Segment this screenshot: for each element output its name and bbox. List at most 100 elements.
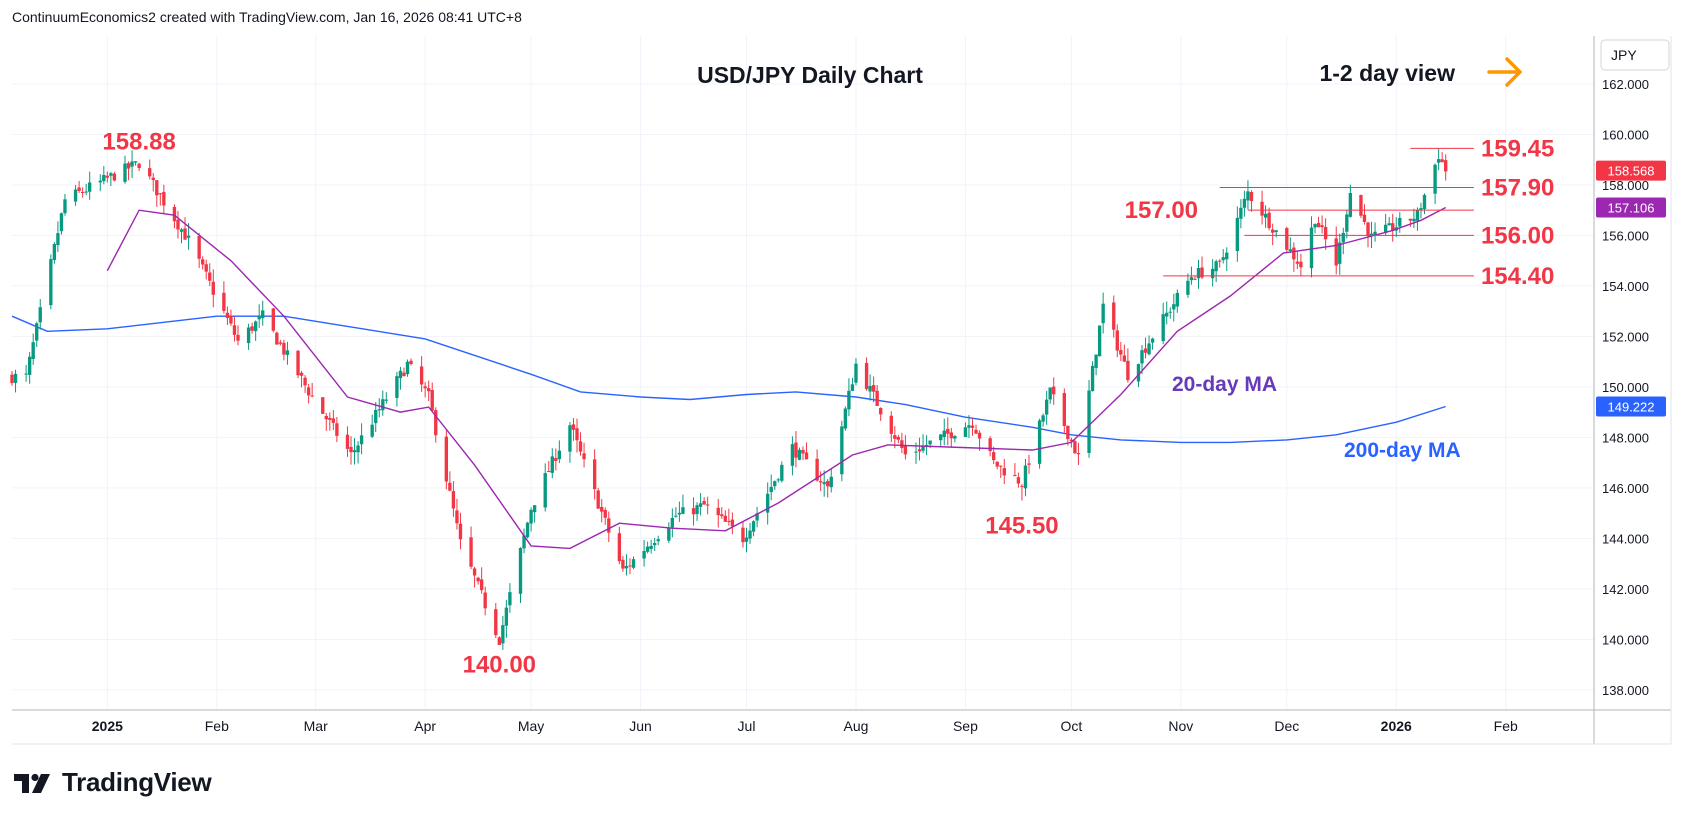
candle-body <box>748 530 752 539</box>
candle <box>1383 213 1388 235</box>
candle <box>451 481 456 517</box>
candle <box>543 463 547 512</box>
candle <box>1147 335 1151 356</box>
candle <box>748 522 752 544</box>
candle-body <box>939 434 943 441</box>
candle-body <box>578 441 583 452</box>
level-lines <box>1163 147 1474 277</box>
ma20-line <box>106 206 1447 550</box>
candle-body <box>299 372 304 376</box>
candle-body <box>963 427 968 437</box>
candle <box>381 390 385 416</box>
candle-body <box>769 486 773 493</box>
candle <box>236 325 240 346</box>
y-tick-label: 160.000 <box>1602 127 1649 142</box>
candle-body <box>794 442 798 458</box>
candle-body <box>893 435 897 439</box>
candle <box>151 172 155 192</box>
tradingview-logo[interactable]: TradingView <box>14 767 212 798</box>
candle-body <box>370 424 374 437</box>
candle-body <box>229 315 233 324</box>
candle <box>130 150 134 179</box>
candle-body <box>1041 415 1045 422</box>
candle <box>1433 163 1437 205</box>
candle-body <box>1285 228 1289 250</box>
candle-body <box>554 458 558 461</box>
candle <box>970 418 975 436</box>
candle <box>494 603 498 638</box>
candle-body <box>928 440 932 445</box>
candle-body <box>977 432 982 439</box>
candle-body <box>109 173 113 176</box>
candle-body <box>222 292 226 311</box>
candle <box>1002 458 1006 485</box>
candle-body <box>105 175 110 178</box>
candle-body <box>377 409 381 411</box>
candle <box>10 371 14 386</box>
candle-body <box>257 315 261 320</box>
level-label: 140.00 <box>463 651 536 678</box>
candle-body <box>423 386 427 389</box>
candle-body <box>24 373 28 375</box>
ma20-price-badge: 157.106 <box>1608 201 1655 216</box>
candle <box>1391 213 1395 242</box>
candle-body <box>1359 195 1363 216</box>
candle <box>1214 259 1218 283</box>
candle-body <box>455 510 459 524</box>
candle-body <box>448 482 452 491</box>
candle-body <box>211 281 215 295</box>
candle <box>56 221 60 253</box>
candle-body <box>310 395 314 397</box>
candle-body <box>1246 191 1250 201</box>
candle <box>939 434 943 448</box>
candle-body <box>1362 214 1367 222</box>
candle-body <box>995 461 999 467</box>
candle-body <box>73 189 78 202</box>
candle <box>1444 154 1448 181</box>
candle-body <box>1094 354 1098 368</box>
candle <box>847 378 851 417</box>
candle <box>840 420 844 482</box>
candle-body <box>84 191 88 193</box>
candle-body <box>59 213 64 232</box>
candle <box>1186 273 1190 298</box>
candle <box>1316 216 1321 228</box>
candle <box>1267 207 1271 231</box>
y-tick-label: 158.000 <box>1602 178 1649 193</box>
candle <box>395 371 399 407</box>
x-tick-label: May <box>518 718 544 734</box>
candle-body <box>596 490 600 509</box>
candle <box>1090 361 1095 392</box>
last-price-badge: 158.568 <box>1608 164 1655 179</box>
candle-body <box>148 168 152 177</box>
candle <box>850 377 855 392</box>
candle-body <box>1016 477 1021 484</box>
candle <box>13 369 18 393</box>
candle-body <box>183 228 187 240</box>
candle-body <box>967 425 971 428</box>
y-tick-label: 154.000 <box>1602 279 1649 294</box>
candle <box>105 171 110 183</box>
candle <box>681 494 685 515</box>
candle <box>903 435 908 460</box>
candle-body <box>335 423 339 436</box>
candle <box>1126 348 1130 383</box>
chart-title: USD/JPY Daily Chart <box>697 62 923 88</box>
candle <box>472 566 477 588</box>
candle <box>155 180 159 207</box>
candle <box>1235 206 1240 262</box>
candle <box>917 437 922 461</box>
candle <box>592 449 597 500</box>
candle <box>695 502 699 521</box>
candle-body <box>508 592 512 606</box>
y-tick-label: 150.000 <box>1602 380 1649 395</box>
candle <box>261 300 265 326</box>
candle-body <box>80 191 85 193</box>
candle-body <box>1267 212 1271 229</box>
candle-body <box>398 370 403 379</box>
candle <box>645 541 650 554</box>
candle-body <box>1076 453 1081 455</box>
candle-body <box>900 440 904 448</box>
candle <box>1415 207 1420 231</box>
